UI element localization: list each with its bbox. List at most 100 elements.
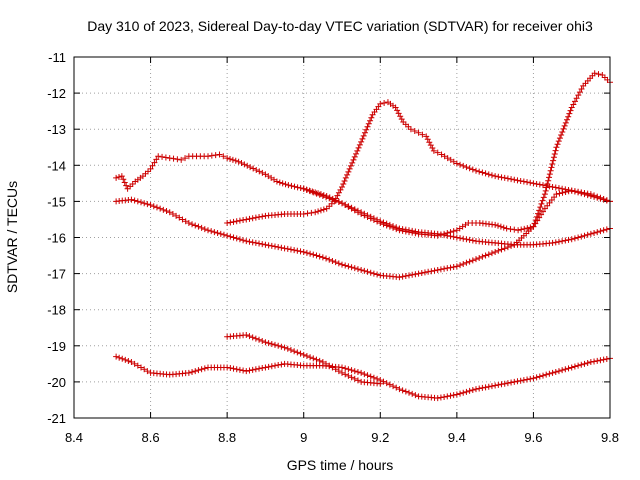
data-point bbox=[307, 250, 314, 257]
data-point bbox=[603, 226, 610, 233]
data-point bbox=[310, 355, 317, 362]
data-point bbox=[539, 197, 546, 204]
data-point bbox=[332, 197, 339, 204]
data-point bbox=[466, 236, 473, 243]
data-point bbox=[307, 354, 314, 361]
data-point bbox=[118, 173, 125, 180]
data-point bbox=[370, 270, 377, 277]
data-point bbox=[394, 107, 401, 114]
data-point bbox=[402, 273, 409, 280]
data-point bbox=[131, 197, 138, 204]
data-point bbox=[591, 192, 598, 199]
data-point bbox=[243, 331, 250, 338]
data-point bbox=[244, 162, 251, 169]
y-tick-label: -14 bbox=[47, 158, 66, 173]
data-point bbox=[342, 202, 349, 209]
data-point bbox=[332, 259, 339, 266]
data-point bbox=[303, 249, 310, 256]
chart-title: Day 310 of 2023, Sidereal Day-to-day VTE… bbox=[87, 18, 593, 34]
series-F bbox=[224, 331, 384, 387]
x-tick-label: 9 bbox=[300, 430, 307, 445]
data-point bbox=[358, 369, 365, 376]
data-point bbox=[546, 183, 553, 190]
data-point bbox=[256, 365, 263, 372]
data-point bbox=[437, 266, 444, 273]
x-tick-label: 9.2 bbox=[371, 430, 389, 445]
data-point bbox=[450, 263, 457, 270]
data-point bbox=[424, 136, 431, 143]
data-point bbox=[316, 357, 323, 364]
data-point bbox=[259, 365, 266, 372]
data-point bbox=[485, 251, 492, 258]
data-point bbox=[360, 132, 367, 139]
data-point bbox=[547, 167, 554, 174]
data-point bbox=[407, 126, 414, 133]
data-point bbox=[441, 265, 448, 272]
data-point bbox=[441, 393, 448, 400]
data-point bbox=[275, 362, 282, 369]
data-point bbox=[345, 366, 352, 373]
data-point bbox=[128, 196, 135, 203]
data-point bbox=[479, 384, 486, 391]
data-point bbox=[543, 371, 550, 378]
data-point bbox=[354, 266, 361, 273]
data-point bbox=[151, 159, 158, 166]
data-point bbox=[359, 135, 366, 142]
data-point bbox=[316, 191, 323, 198]
data-point bbox=[552, 147, 559, 154]
data-point bbox=[565, 188, 572, 195]
data-point bbox=[313, 252, 320, 259]
data-point bbox=[447, 156, 454, 163]
data-point bbox=[272, 341, 278, 348]
data-point bbox=[361, 267, 368, 274]
data-point bbox=[364, 214, 371, 221]
data-point bbox=[238, 160, 245, 167]
data-point bbox=[479, 169, 486, 176]
data-point bbox=[220, 153, 227, 160]
data-point bbox=[224, 155, 231, 162]
data-point bbox=[319, 359, 326, 366]
data-point bbox=[507, 226, 514, 233]
data-point bbox=[351, 375, 358, 382]
data-point bbox=[342, 262, 349, 269]
data-point bbox=[249, 239, 256, 246]
data-point bbox=[246, 215, 253, 222]
data-point bbox=[492, 221, 499, 228]
data-point bbox=[534, 217, 541, 224]
data-point bbox=[198, 366, 205, 373]
data-point bbox=[603, 356, 610, 363]
data-point bbox=[503, 225, 510, 232]
data-point bbox=[591, 70, 598, 77]
data-point bbox=[268, 340, 275, 347]
data-point bbox=[447, 264, 454, 271]
data-point bbox=[492, 382, 499, 389]
data-point bbox=[469, 166, 476, 173]
data-point bbox=[600, 195, 607, 202]
data-point bbox=[364, 372, 371, 379]
data-point bbox=[568, 236, 575, 243]
data-point bbox=[339, 369, 345, 376]
data-point bbox=[351, 153, 358, 160]
data-point bbox=[398, 116, 405, 123]
data-point bbox=[243, 238, 250, 245]
data-point bbox=[192, 222, 199, 229]
data-point bbox=[153, 204, 160, 211]
data-point bbox=[504, 244, 511, 251]
data-point bbox=[587, 230, 594, 237]
data-point bbox=[575, 188, 582, 195]
data-point bbox=[138, 199, 144, 206]
data-point bbox=[224, 364, 231, 371]
data-point bbox=[594, 193, 601, 200]
data-point bbox=[520, 377, 527, 384]
data-point bbox=[275, 244, 282, 251]
data-point bbox=[192, 368, 199, 375]
data-point bbox=[335, 260, 342, 267]
data-point bbox=[415, 270, 422, 277]
data-point bbox=[128, 359, 135, 366]
data-point bbox=[365, 120, 372, 127]
data-point bbox=[355, 144, 362, 151]
data-point bbox=[236, 366, 243, 373]
data-point bbox=[249, 334, 256, 341]
x-tick-label: 8.8 bbox=[218, 430, 236, 445]
